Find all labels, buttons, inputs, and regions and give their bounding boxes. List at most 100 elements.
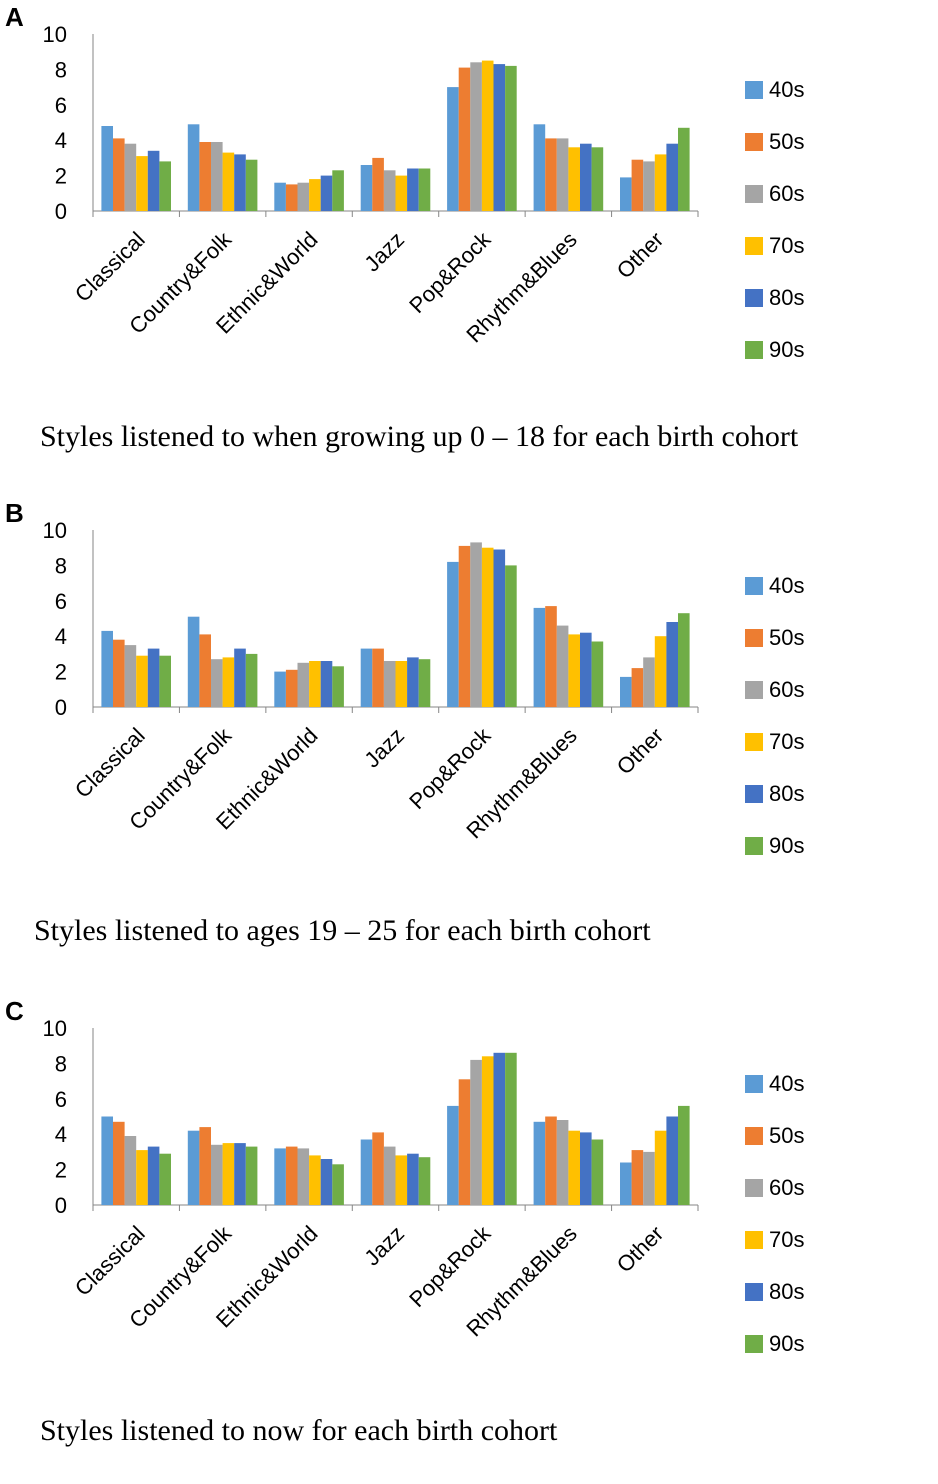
y-tick-label: 10 <box>43 518 67 543</box>
legend-swatch <box>745 341 763 359</box>
bar <box>470 1059 482 1205</box>
bar <box>418 168 431 211</box>
bar <box>654 1130 667 1205</box>
chart-panel-c: C 0 2 4 6 8 10 Classical Country&Folk Ethnic&Wor… <box>0 994 938 1484</box>
bar <box>493 1052 506 1205</box>
bar <box>447 561 459 707</box>
bar <box>211 1144 223 1205</box>
chart-caption: Styles listened to ages 19 – 25 for each… <box>34 914 651 947</box>
bar <box>631 668 644 707</box>
bar <box>654 154 667 211</box>
bar <box>320 1159 333 1205</box>
panel-label: B <box>5 498 24 528</box>
bar <box>418 1157 431 1205</box>
legend-swatch <box>745 81 763 99</box>
bar <box>309 179 321 211</box>
y-tick-label: 0 <box>55 1193 67 1218</box>
legend-item: 90s <box>745 324 804 376</box>
legend-item: 80s <box>745 1266 804 1318</box>
bar <box>481 1056 494 1205</box>
x-tick-label: Classical <box>70 227 150 307</box>
bar <box>505 1052 517 1205</box>
bar <box>678 613 690 707</box>
y-tick-label: 10 <box>43 22 67 47</box>
bar <box>620 177 632 211</box>
bar <box>631 1150 644 1205</box>
bar <box>470 542 482 707</box>
bar <box>187 124 200 211</box>
legend-swatch <box>745 1283 763 1301</box>
y-tick-label: 4 <box>55 128 67 153</box>
bar <box>222 1143 235 1205</box>
bar <box>124 143 137 211</box>
bar <box>113 138 125 211</box>
legend-swatch <box>745 1335 763 1353</box>
bar <box>643 1151 655 1205</box>
legend-swatch <box>745 1127 763 1145</box>
y-tick-label: 6 <box>55 589 67 614</box>
legend-item: 70s <box>745 1214 804 1266</box>
bar <box>285 669 298 707</box>
legend-swatch <box>745 785 763 803</box>
legend-item: 50s <box>745 612 804 664</box>
legend-item: 60s <box>745 168 804 220</box>
x-tick-label: Pop&Rock <box>404 722 496 814</box>
bar <box>678 1105 690 1205</box>
bar <box>101 1116 113 1205</box>
legend-swatch <box>745 1231 763 1249</box>
bar <box>493 549 506 707</box>
legend-swatch <box>745 237 763 255</box>
bar <box>372 157 384 211</box>
bar <box>211 142 223 211</box>
bar <box>580 632 592 707</box>
bar <box>285 184 298 211</box>
bar <box>234 154 246 211</box>
bar <box>297 182 310 211</box>
bar <box>320 661 333 707</box>
bar <box>620 1162 632 1205</box>
bar <box>274 1148 286 1205</box>
bar <box>505 565 517 707</box>
chart-panel-a: A 0 2 4 6 8 10 Classical Country&Folk Ethnic&Wor… <box>0 0 938 490</box>
bar <box>395 175 408 211</box>
x-tick-label: Classical <box>70 1221 150 1301</box>
legend-swatch <box>745 629 763 647</box>
bar <box>654 636 667 707</box>
legend-label: 80s <box>769 1279 805 1304</box>
bar <box>505 65 517 212</box>
legend-label: 60s <box>769 181 805 206</box>
bar <box>418 659 431 707</box>
bar <box>245 1146 258 1205</box>
bar <box>643 161 655 211</box>
bar <box>383 170 396 211</box>
bar <box>591 1139 604 1205</box>
legend-label: 60s <box>769 1175 805 1200</box>
bar <box>234 648 246 707</box>
legend-label: 90s <box>769 337 805 362</box>
y-tick-label: 2 <box>55 660 67 685</box>
legend-item: 50s <box>745 1110 804 1162</box>
legend-label: 50s <box>769 1123 805 1148</box>
bar <box>147 150 160 211</box>
legend: 40s 50s 60s 70s 80s 90s <box>745 560 804 872</box>
bar <box>395 661 408 707</box>
y-tick-label: 2 <box>55 1158 67 1183</box>
bar <box>407 1153 419 1205</box>
bar <box>360 648 373 707</box>
legend-item: 60s <box>745 664 804 716</box>
x-tick-label: Pop&Rock <box>404 1220 496 1312</box>
bar <box>101 126 113 211</box>
legend: 40s 50s 60s 70s 80s 90s <box>745 1058 804 1370</box>
bar <box>222 657 235 707</box>
legend-label: 80s <box>769 285 805 310</box>
bar <box>211 659 223 707</box>
bar <box>245 159 258 211</box>
legend-label: 40s <box>769 77 805 102</box>
bar <box>470 62 482 211</box>
bar <box>274 671 286 707</box>
bar <box>101 630 113 707</box>
legend-item: 40s <box>745 560 804 612</box>
y-tick-label: 2 <box>55 164 67 189</box>
legend-label: 90s <box>769 833 805 858</box>
bar <box>199 634 211 707</box>
